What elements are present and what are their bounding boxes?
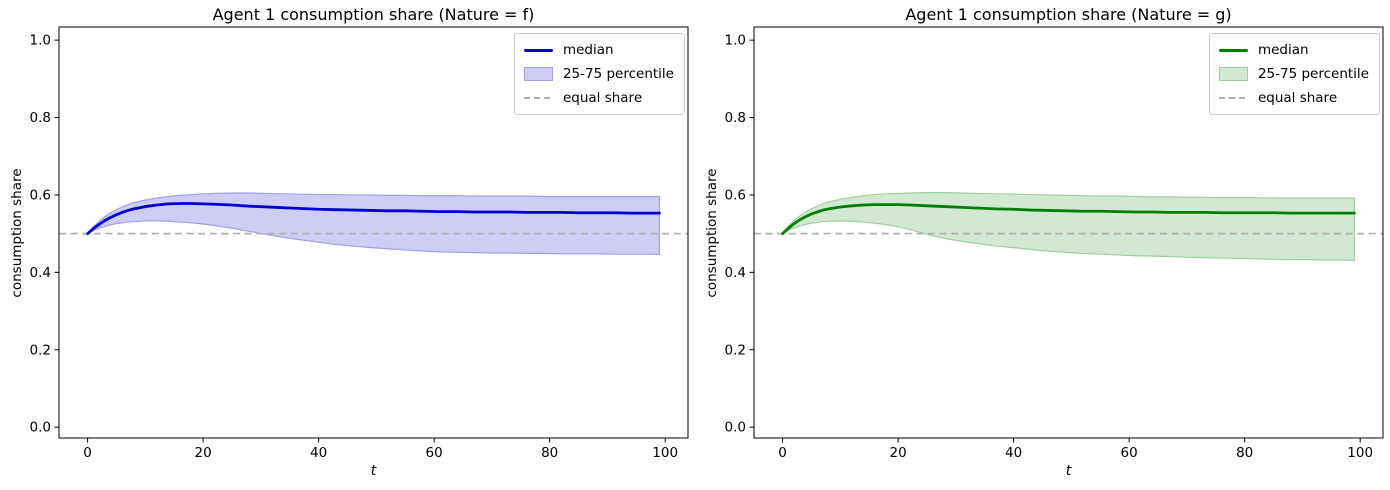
chart-title: Agent 1 consumption share (Nature = f) — [212, 5, 535, 24]
legend-label-equal-share: equal share — [1257, 89, 1338, 106]
median-line-swatch-icon — [523, 48, 553, 52]
x-tick-label: 20 — [195, 445, 212, 461]
legend-entry-percentile: 25-75 percentile — [523, 64, 674, 84]
median-line — [781, 203, 1356, 236]
percentile-band-swatch-icon — [523, 67, 553, 81]
y-tick-label: 0.0 — [725, 420, 746, 436]
equal-share-dash-swatch-icon — [1218, 97, 1248, 99]
y-tick-label: 0.6 — [725, 187, 746, 203]
legend-entry-median: median — [523, 40, 674, 60]
x-axis-label: t — [1065, 463, 1072, 479]
axes-frame — [58, 26, 689, 439]
y-tick-label: 0.2 — [30, 342, 51, 358]
x-tick-label: 40 — [1005, 445, 1022, 461]
chart-nature-g: 0 20 40 60 80 100 0.0 0.2 0.4 0.6 0.8 1.0 Agent 1 c… — [695, 0, 1390, 490]
y-tick-label: 0.8 — [725, 110, 746, 126]
y-tick-label: 0.2 — [725, 342, 746, 358]
legend-label-equal-share: equal share — [562, 89, 643, 106]
legend: median 25-75 percentile equal share — [513, 33, 685, 115]
legend-label-median: median — [562, 41, 614, 58]
legend-label-median: median — [1257, 41, 1309, 58]
y-tick-label: 0.0 — [30, 420, 51, 436]
legend-entry-median: median — [1218, 40, 1369, 60]
y-tick-label: 1.0 — [30, 33, 51, 49]
x-tick-label: 80 — [1236, 445, 1253, 461]
x-tick-label: 60 — [1121, 445, 1138, 461]
x-tick-label: 0 — [778, 445, 787, 461]
equal-share-dash-swatch-icon — [523, 97, 553, 99]
x-tick-label: 60 — [426, 445, 443, 461]
x-tick-label: 100 — [652, 445, 678, 461]
plot-svg-f: 0 20 40 60 80 100 0.0 0.2 0.4 0.6 0.8 1.0 — [30, 26, 689, 461]
y-tick-label: 0.8 — [30, 110, 51, 126]
legend-label-percentile: 25-75 percentile — [562, 65, 674, 82]
percentile-band — [86, 192, 661, 256]
x-tick-label: 20 — [890, 445, 907, 461]
percentile-band — [781, 192, 1356, 261]
percentile-band-swatch-icon — [1218, 67, 1248, 81]
median-line-swatch-icon — [1218, 48, 1248, 52]
axes-frame — [753, 26, 1384, 439]
y-tick-label: 1.0 — [725, 33, 746, 49]
y-tick-label: 0.4 — [30, 265, 51, 281]
y-axis-label: consumption share — [9, 168, 25, 298]
chart-title: Agent 1 consumption share (Nature = g) — [905, 5, 1232, 24]
x-tick-label: 80 — [541, 445, 558, 461]
legend-entry-equal-share: equal share — [523, 88, 674, 108]
median-line — [86, 202, 661, 236]
plot-svg-g: 0 20 40 60 80 100 0.0 0.2 0.4 0.6 0.8 1.0 — [725, 26, 1384, 461]
x-axis-label: t — [370, 463, 377, 479]
y-tick-label: 0.6 — [30, 187, 51, 203]
legend-entry-percentile: 25-75 percentile — [1218, 64, 1369, 84]
x-tick-label: 0 — [83, 445, 92, 461]
legend-entry-equal-share: equal share — [1218, 88, 1369, 108]
y-tick-label: 0.4 — [725, 265, 746, 281]
x-tick-label: 40 — [310, 445, 327, 461]
x-tick-label: 100 — [1347, 445, 1373, 461]
chart-nature-f: 0 20 40 60 80 100 0.0 0.2 0.4 0.6 0.8 1.0 Agent 1 c… — [9, 5, 689, 479]
y-axis-label: consumption share — [704, 168, 720, 298]
legend-label-percentile: 25-75 percentile — [1257, 65, 1369, 82]
legend: median 25-75 percentile equal share — [1208, 33, 1380, 115]
